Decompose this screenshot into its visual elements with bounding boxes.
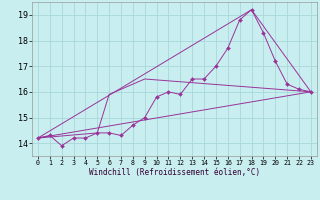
X-axis label: Windchill (Refroidissement éolien,°C): Windchill (Refroidissement éolien,°C) (89, 168, 260, 177)
